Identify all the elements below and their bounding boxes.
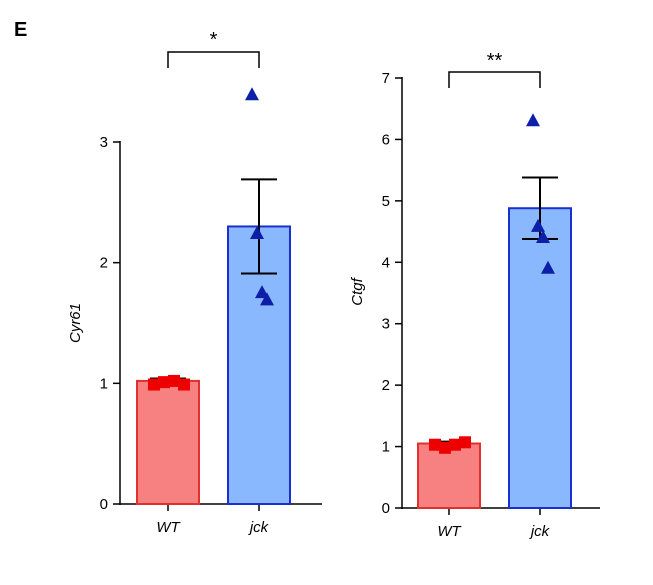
significance-bracket <box>167 51 260 68</box>
significance-bracket <box>448 71 541 88</box>
data-point <box>245 87 259 101</box>
y-tick-label: 7 <box>382 70 390 87</box>
data-point <box>148 378 160 391</box>
x-category-label: WT <box>437 523 462 540</box>
significance-label: ** <box>487 50 503 72</box>
data-point <box>178 378 190 391</box>
bar <box>417 442 481 509</box>
y-axis-title: Ctgf <box>349 276 366 305</box>
y-tick-label: 1 <box>100 375 108 392</box>
y-tick-label: 5 <box>382 193 390 210</box>
data-point <box>449 438 461 451</box>
y-tick-label: 0 <box>100 496 108 513</box>
y-tick-label: 6 <box>382 131 390 148</box>
data-point <box>459 436 471 449</box>
y-tick-label: 3 <box>100 134 108 151</box>
x-category-label: jck <box>248 519 270 536</box>
bar <box>136 379 200 506</box>
chart-cyr61: 0 1 2 3 WT jck Cyr61 * <box>67 29 322 536</box>
x-category-label: jck <box>529 523 551 540</box>
data-point <box>536 229 550 243</box>
y-tick-label: 4 <box>382 254 390 271</box>
data-point <box>526 113 540 127</box>
bar <box>508 207 572 509</box>
data-point <box>250 226 264 239</box>
y-tick-label: 0 <box>382 500 390 517</box>
y-axis-title: Cyr61 <box>67 303 84 343</box>
y-tick-label: 2 <box>382 377 390 394</box>
data-point <box>541 260 555 274</box>
data-point <box>260 292 274 306</box>
significance-label: * <box>210 29 218 51</box>
data-point <box>429 438 441 451</box>
data-point <box>255 285 269 299</box>
y-tick-label: 3 <box>382 316 390 333</box>
data-point <box>158 376 170 389</box>
y-tick-label: 2 <box>100 255 108 272</box>
data-point <box>168 374 180 387</box>
data-point <box>439 441 451 454</box>
chart-ctgf: 0 1 2 3 4 5 6 7 WT jck Ctgf ** <box>349 50 600 540</box>
y-tick-label: 1 <box>382 439 390 456</box>
panel-letter: E <box>14 19 27 41</box>
x-category-label: WT <box>156 519 181 536</box>
data-point <box>531 218 545 232</box>
